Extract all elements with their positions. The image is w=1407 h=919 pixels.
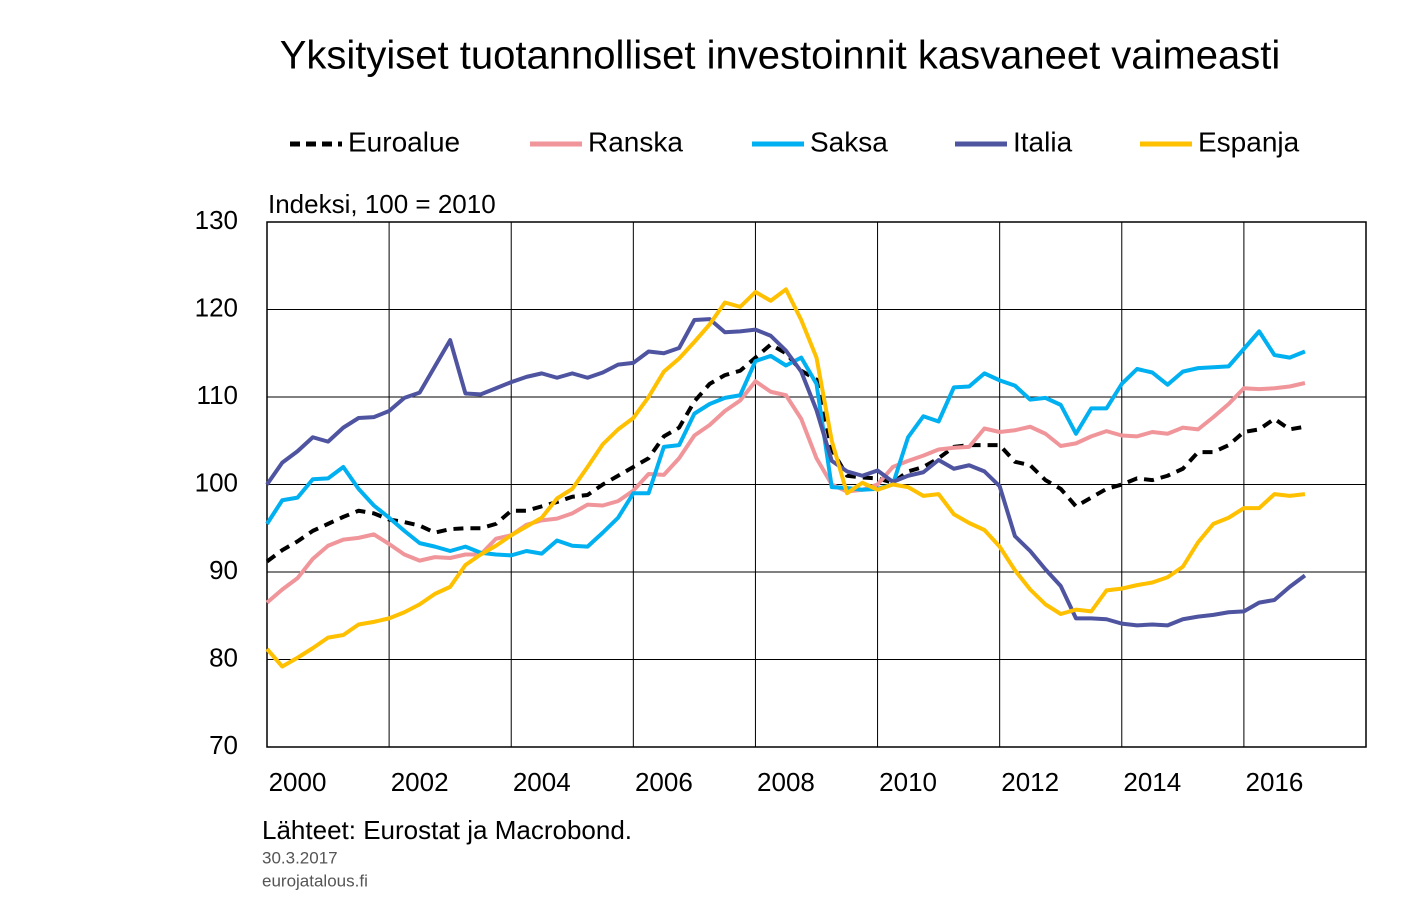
y-axis-label: Indeksi, 100 = 2010 bbox=[268, 189, 496, 219]
x-tick-label: 2008 bbox=[757, 767, 815, 797]
legend-label: Saksa bbox=[810, 126, 888, 157]
series-line bbox=[265, 287, 1306, 669]
series-line bbox=[265, 329, 1306, 558]
series-line bbox=[265, 342, 1306, 564]
x-tick-label: 2016 bbox=[1245, 767, 1303, 797]
y-tick-label: 70 bbox=[209, 730, 238, 760]
y-tick-label: 90 bbox=[209, 555, 238, 585]
y-tick-label: 130 bbox=[195, 205, 238, 235]
x-tick-label: 2000 bbox=[269, 767, 327, 797]
x-tick-label: 2014 bbox=[1123, 767, 1181, 797]
x-tick-label: 2006 bbox=[635, 767, 693, 797]
source: Lähteet: Eurostat ja Macrobond. bbox=[262, 815, 632, 845]
y-tick-label: 120 bbox=[195, 292, 238, 322]
x-tick-label: 2010 bbox=[879, 767, 937, 797]
x-tick-label: 2002 bbox=[391, 767, 449, 797]
x-tick-label: 2012 bbox=[1001, 767, 1059, 797]
legend-label: Espanja bbox=[1198, 126, 1300, 157]
legend-label: Euroalue bbox=[348, 126, 460, 157]
series-line bbox=[265, 379, 1306, 605]
legend-label: Italia bbox=[1013, 126, 1073, 157]
y-tick-label: 100 bbox=[195, 467, 238, 497]
x-tick-label: 2004 bbox=[513, 767, 571, 797]
y-tick-label: 80 bbox=[209, 642, 238, 672]
series-line bbox=[265, 317, 1307, 628]
chart-title: Yksityiset tuotannolliset investoinnit k… bbox=[280, 34, 1281, 78]
site: eurojatalous.fi bbox=[262, 871, 368, 890]
legend-label: Ranska bbox=[588, 126, 683, 157]
date: 30.3.2017 bbox=[262, 848, 338, 867]
y-tick-label: 110 bbox=[197, 380, 238, 410]
